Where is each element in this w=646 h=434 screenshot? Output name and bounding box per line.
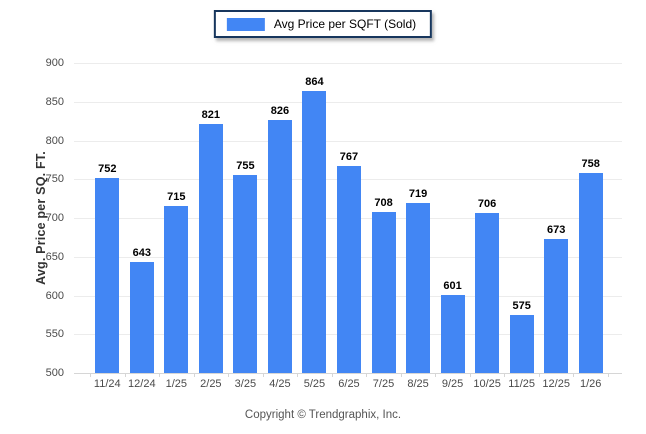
y-tick-label: 800 (45, 134, 64, 147)
bar-value-label: 719 (408, 188, 428, 201)
bar-slot: 673 (539, 63, 574, 373)
x-tick-label: 12/25 (542, 378, 570, 390)
x-tick-label: 1/25 (165, 378, 188, 390)
bar (440, 294, 465, 373)
bar-value-label: 767 (339, 151, 359, 164)
x-axis-tick-labels: 11/24 12/24 1/25 2/25 3/25 4/25 5/25 6/25 7/25 8/… (90, 378, 608, 390)
x-tick-label: 4/25 (269, 378, 291, 390)
x-tick-label: 5/25 (303, 378, 326, 390)
axis-tick-mark (262, 373, 264, 377)
bar (164, 206, 189, 373)
bar-slot: 719 (401, 63, 436, 373)
axis-tick-mark (366, 373, 368, 377)
bar-slot: 715 (159, 63, 194, 373)
bar (509, 314, 534, 373)
bar-value-label: 575 (512, 299, 531, 312)
bar (95, 177, 120, 373)
axis-tick-mark (193, 373, 195, 377)
bar (267, 120, 292, 373)
bar-value-label: 752 (98, 162, 117, 175)
bar-slot: 643 (125, 63, 160, 373)
x-tick-label: 10/25 (473, 378, 501, 390)
y-tick-label: 550 (45, 328, 64, 341)
x-tick-label: 12/24 (128, 378, 156, 390)
bar-slot: 755 (228, 63, 263, 373)
bar-slot: 864 (297, 63, 332, 373)
axis-tick-mark (400, 373, 402, 377)
axis-tick-mark (124, 373, 126, 377)
legend-color-swatch-icon (226, 17, 265, 31)
x-tick-label: 11/25 (508, 378, 535, 390)
y-axis-tick-labels: 900 850 800 750 700 650 600 550 500 (0, 57, 68, 379)
x-tick-label: 11/24 (93, 378, 121, 390)
gridline (74, 63, 622, 64)
bar (544, 238, 569, 373)
axis-tick-mark (159, 373, 161, 377)
y-tick-label: 500 (45, 367, 64, 379)
bar-value-label: 706 (477, 198, 497, 211)
axis-tick-mark (331, 373, 333, 377)
bar-value-label: 673 (546, 223, 566, 236)
y-tick-label: 850 (45, 95, 64, 108)
y-tick-label: 600 (45, 289, 64, 302)
copyright-text: Copyright © Trendgraphix, Inc. (244, 409, 402, 421)
x-tick-label: 6/25 (338, 378, 360, 390)
axis-tick-mark (90, 373, 91, 377)
bar (129, 262, 154, 373)
bar-value-label: 643 (132, 247, 151, 260)
bar (371, 211, 396, 373)
bar (406, 203, 431, 373)
x-tick-label: 1/26 (579, 378, 602, 390)
legend-label: Avg Price per SQFT (Sold) (273, 17, 417, 31)
y-tick-label: 650 (45, 250, 64, 263)
x-tick-label: 3/25 (234, 378, 257, 390)
bar (198, 124, 223, 373)
axis-tick-mark (297, 373, 299, 377)
bar-slot: 706 (470, 63, 505, 373)
bar-value-label: 708 (374, 196, 393, 209)
bar-value-label: 755 (236, 160, 255, 173)
bar (233, 175, 258, 373)
x-tick-label: 7/25 (372, 378, 395, 390)
y-tick-label: 900 (45, 57, 64, 69)
bar-slot: 821 (194, 63, 229, 373)
bar-value-label: 821 (201, 109, 221, 122)
x-tick-label: 2/25 (200, 378, 222, 390)
axis-tick-mark (435, 373, 437, 377)
axis-tick-mark (573, 373, 575, 377)
axis-tick-mark (504, 373, 506, 377)
legend: Avg Price per SQFT (Sold) (213, 10, 433, 38)
bar-slot: 767 (332, 63, 367, 373)
bar (302, 90, 327, 373)
bars-container: 752 643 715 821 755 826 864 767 708 719 601 706 575 6… (90, 63, 609, 377)
bar-slot: 752 (90, 63, 125, 373)
x-tick-label: 9/25 (441, 378, 464, 390)
axis-tick-mark (538, 373, 540, 377)
bar-value-label: 601 (443, 279, 462, 292)
bar-slot: 601 (435, 63, 470, 373)
bar-slot: 758 (573, 63, 608, 373)
bar-value-label: 864 (305, 75, 324, 88)
x-axis-line (74, 373, 622, 374)
x-tick-label: 8/25 (407, 378, 429, 390)
gridline (74, 140, 622, 142)
plot-area: 752 643 715 821 755 826 864 767 708 719 601 706 575 6… (74, 63, 622, 377)
bar (578, 173, 603, 373)
bar-slot: 708 (366, 63, 401, 373)
axis-tick-mark (228, 373, 230, 377)
axis-tick-mark (469, 373, 471, 377)
y-tick-label: 750 (45, 173, 64, 186)
gridline (74, 101, 622, 103)
bar-value-label: 758 (581, 158, 600, 171)
bar (336, 166, 361, 373)
bar-slot: 826 (263, 63, 298, 373)
bar-value-label: 715 (167, 191, 186, 204)
bar-value-label: 826 (270, 105, 290, 118)
y-tick-label: 700 (45, 212, 64, 224)
axis-tick-mark (608, 373, 609, 377)
bar-slot: 575 (504, 63, 539, 373)
bar (475, 213, 500, 373)
